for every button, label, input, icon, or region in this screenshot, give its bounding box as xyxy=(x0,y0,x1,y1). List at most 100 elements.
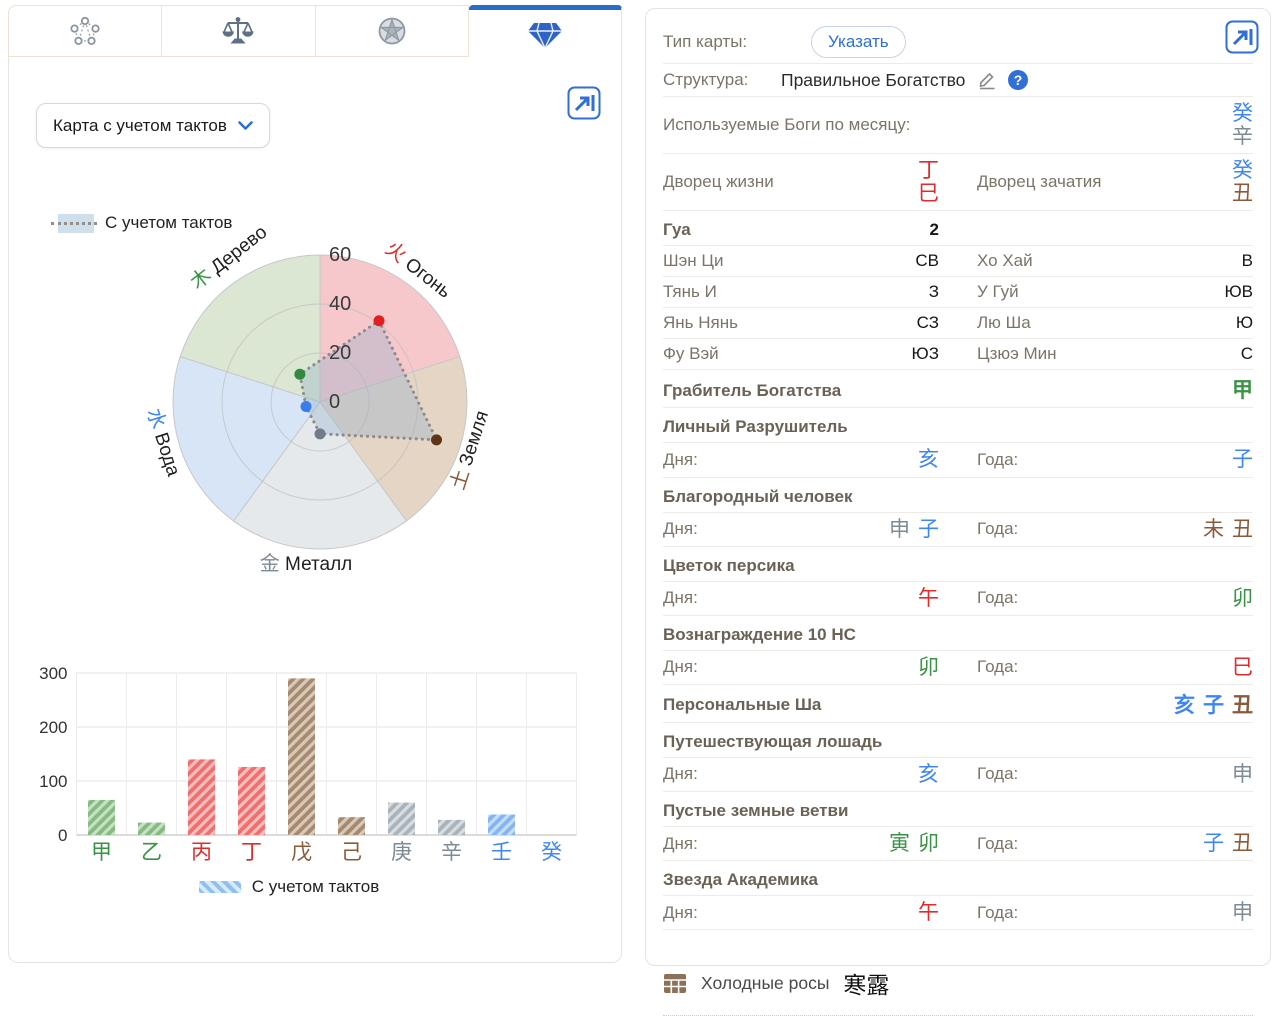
row-value: ЮЗ xyxy=(911,344,939,364)
diamond-icon xyxy=(527,22,562,50)
info-cell: Дня: 亥 xyxy=(663,448,939,471)
bar-丁 xyxy=(238,766,265,835)
stem-group: 子 xyxy=(1232,448,1253,471)
bar-legend-swatch xyxy=(198,881,241,893)
info-cell: Года: 卯 xyxy=(977,587,1253,610)
info-row: Дня: 卯 Года: 巳 xyxy=(663,651,1253,685)
row-value: З xyxy=(928,282,939,302)
row-label: Дня: xyxy=(663,588,698,608)
radar-legend-label: С учетом тактов xyxy=(105,213,233,232)
section-header: Благородный человек xyxy=(663,478,1253,513)
info-cell: Года: 未丑 xyxy=(977,518,1253,541)
specify-button[interactable]: Указать xyxy=(811,26,906,58)
bar-y-tick: 200 xyxy=(39,718,67,737)
stem-char: 巳 xyxy=(1232,655,1253,679)
stem-char: 丑 xyxy=(1232,832,1253,856)
row-label: Года: xyxy=(977,588,1019,608)
expand-details-button[interactable] xyxy=(1225,20,1259,57)
bar-x-label: 戊 xyxy=(291,841,312,864)
row-label: Хо Хай xyxy=(977,251,1033,271)
row-label: Года: xyxy=(977,833,1019,853)
bar-legend: С учетом тактов xyxy=(9,877,569,897)
chart-tabs xyxy=(8,5,622,57)
radar-point-metal xyxy=(314,428,326,440)
row-label: Структура: xyxy=(663,70,749,89)
row-label: Гуа xyxy=(663,220,691,240)
structure-icons: ? xyxy=(977,69,1029,91)
row-label: Цзюэ Мин xyxy=(977,344,1057,364)
tab-five-elements[interactable] xyxy=(8,5,163,57)
stem-char: 卯 xyxy=(918,832,939,856)
tab-diamond[interactable] xyxy=(468,5,622,57)
bar-x-label: 甲 xyxy=(91,841,112,864)
bar-壬 xyxy=(488,814,515,835)
stem-group: 亥子丑 xyxy=(1174,694,1253,717)
row-label: Года: xyxy=(977,902,1019,922)
stem-group: 寅卯 xyxy=(889,832,939,855)
stem-char: 丑 xyxy=(1232,182,1253,206)
row-label: Дня: xyxy=(663,764,698,784)
row-label: Грабитель Богатства xyxy=(663,380,842,400)
details-rows: Тип карты: Указать Структура: Правильное Бо… xyxy=(663,21,1253,931)
info-row: Фу Вэй ЮЗ Цзюэ Мин С xyxy=(663,339,1253,371)
bar-x-label: 己 xyxy=(341,841,362,864)
stem-char: 申 xyxy=(1232,901,1253,925)
stem-group: 午 xyxy=(918,587,939,610)
row-label: Года: xyxy=(977,657,1019,677)
row-value: СВ xyxy=(915,251,939,271)
bar-y-tick: 300 xyxy=(39,664,67,683)
info-row: Шэн Ци СВ Хо Хай В xyxy=(663,246,1253,278)
section-header: Путешествующая лошадь xyxy=(663,723,1253,758)
row-value: СЗ xyxy=(916,313,939,333)
radar-sector-earth xyxy=(319,355,468,522)
row-value: В xyxy=(1241,251,1253,271)
radar-sector-wood xyxy=(179,254,321,403)
bar-甲 xyxy=(88,799,115,835)
expand-icon xyxy=(1225,20,1259,54)
stem-char: 亥 xyxy=(1174,693,1195,717)
stem-group: 亥 xyxy=(918,448,939,471)
details-panel: Тип карты: Указать Структура: Правильное Бо… xyxy=(645,8,1271,1016)
chart-type-select[interactable]: Карта с учетом тактов xyxy=(36,103,270,148)
info-row: Персональные Ша 亥子丑 xyxy=(663,685,1253,723)
stem-char: 未 xyxy=(1203,517,1224,541)
radar-sector-metal xyxy=(232,401,408,550)
section-title: Вознаграждение 10 НС xyxy=(663,624,856,644)
row-label: Тип карты: xyxy=(663,32,748,51)
info-row: Дворец жизни 丁巳 Дворец зачатия 癸丑 xyxy=(663,154,1253,212)
info-cell: Тянь И З xyxy=(663,282,939,302)
info-cell: Года: 申 xyxy=(977,901,1253,924)
info-row: Дня: 寅卯 Года: 子丑 xyxy=(663,827,1253,862)
section-title: Пустые земные ветви xyxy=(663,801,849,821)
stem-char: 申 xyxy=(889,517,910,541)
stem-group: 癸丑 xyxy=(1232,159,1253,205)
chevron-down-icon xyxy=(238,120,253,130)
row-label: Года: xyxy=(977,450,1019,470)
stem-char: 丑 xyxy=(1232,693,1253,717)
expand-chart-button[interactable] xyxy=(567,86,601,123)
section-title: Путешествующая лошадь xyxy=(663,731,883,751)
stem-char: 子 xyxy=(918,517,939,541)
info-cell: Дня: 卯 xyxy=(663,656,939,679)
row-label: Используемые Боги по месяцу: xyxy=(663,115,911,135)
bar-庚 xyxy=(388,802,415,835)
stem-char: 亥 xyxy=(918,448,939,472)
solar-term-name: Холодные росы xyxy=(701,972,830,993)
bar-辛 xyxy=(438,819,465,835)
bar-戊 xyxy=(288,678,315,835)
pencil-icon[interactable] xyxy=(977,70,998,90)
solar-term-row: Холодные росы 寒露 xyxy=(663,958,1253,1016)
stem-group: 申 xyxy=(1232,901,1253,924)
row-label: Дня: xyxy=(663,519,698,539)
stem-group: 午 xyxy=(918,901,939,924)
stem-char: 丑 xyxy=(1232,517,1253,541)
five-elements-network-icon xyxy=(70,16,100,45)
tab-pie[interactable] xyxy=(315,5,469,57)
bar-y-tick: 0 xyxy=(58,826,67,845)
info-cell: Хо Хай В xyxy=(977,251,1253,271)
help-icon[interactable]: ? xyxy=(1007,69,1029,91)
chart-card: Карта с учетом тактов С учетом тактов 0 2… xyxy=(8,57,622,963)
tab-balance[interactable] xyxy=(162,5,316,57)
radar-axis-label-metal: 金 Металл xyxy=(260,552,352,575)
